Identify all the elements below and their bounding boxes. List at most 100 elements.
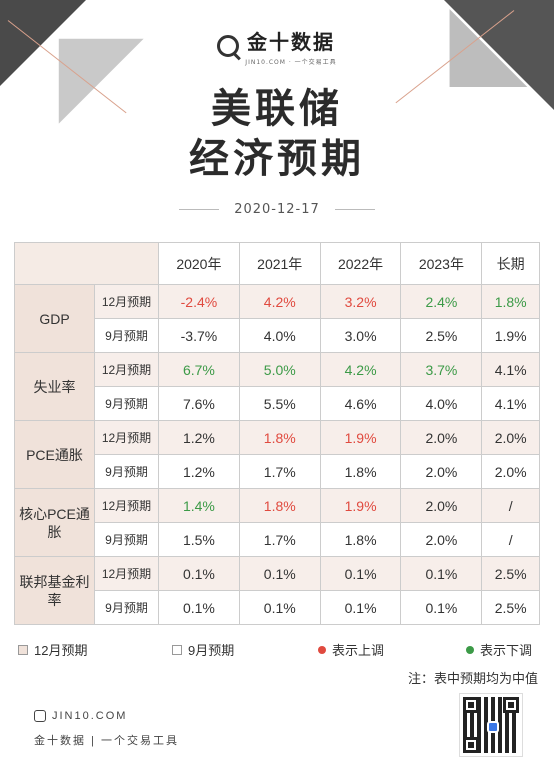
logo-subtitle: JIN10.COM · 一个交易工具 xyxy=(245,59,337,66)
row-label: 9月预期 xyxy=(94,318,159,353)
table-cell: 2.0% xyxy=(400,420,483,455)
table-cell: 0.1% xyxy=(238,590,321,625)
table-row: 9月预期 1.2% 1.7% 1.8% 2.0% 2.0% xyxy=(15,454,540,489)
table-cell: 3.7% xyxy=(400,352,483,387)
corner-decoration-top-left xyxy=(0,0,86,86)
row-label: 12月预期 xyxy=(94,420,159,455)
table-cell: 0.1% xyxy=(238,556,321,591)
table-cell: 0.1% xyxy=(158,590,240,625)
footnote: 注：表中预期均为中值 xyxy=(407,671,538,686)
table-cell: / xyxy=(481,488,540,523)
red-dot-icon xyxy=(318,645,326,654)
row-category: 核心PCE通胀 xyxy=(14,488,95,557)
date-divider-left xyxy=(179,209,220,210)
table-row: 联邦基金利率 12月预期 0.1% 0.1% 0.1% 0.1% 2.5% xyxy=(14,556,540,625)
table-cell: 0.1% xyxy=(400,590,483,625)
legend-item-down: 表示下调 xyxy=(466,640,532,659)
legend-item-dec: 12月预期 xyxy=(18,640,87,659)
column-header: 2023年 xyxy=(400,242,483,285)
legend-label-down: 表示下调 xyxy=(480,643,533,658)
table-cell: 2.5% xyxy=(400,318,483,353)
table-cell: 1.8% xyxy=(481,284,540,319)
header: 金十数据 JIN10.COM · 一个交易工具 xyxy=(0,26,554,66)
column-header: 长期 xyxy=(481,242,540,285)
table-body: GDP 12月预期 -2.4% 4.2% 3.2% 2.4% 1.8% 9月预期… xyxy=(14,284,540,625)
corner-decoration-top-right xyxy=(444,0,554,110)
table-cell: -2.4% xyxy=(158,284,240,319)
row-label: 12月预期 xyxy=(94,352,159,387)
column-header: 2022年 xyxy=(319,242,402,285)
row-label: 9月预期 xyxy=(94,590,159,625)
row-label: 12月预期 xyxy=(94,556,159,591)
row-label: 9月预期 xyxy=(94,522,159,557)
logo-text: 金十数据 xyxy=(246,30,335,54)
table-row: PCE通胀 12月预期 1.2% 1.8% 1.9% 2.0% 2.0% xyxy=(14,420,540,489)
table-cell: 1.7% xyxy=(238,522,321,557)
table-cell: 6.7% xyxy=(158,352,240,387)
date-row: 2020-12-17 xyxy=(0,202,554,217)
table-row: 9月预期 1.5% 1.7% 1.8% 2.0% / xyxy=(15,522,540,557)
table-cell: -3.7% xyxy=(158,318,240,353)
table-cell: 3.0% xyxy=(319,318,402,353)
table-cell: 2.5% xyxy=(481,556,540,591)
table-cell: 2.0% xyxy=(481,454,540,489)
legend-label-sep: 9月预期 xyxy=(188,643,235,658)
legend-item-sep: 9月预期 xyxy=(172,640,234,659)
table-cell: 7.6% xyxy=(158,386,240,421)
table-cell: 4.0% xyxy=(238,318,321,353)
table-cell: 1.4% xyxy=(158,488,240,523)
row-label: 9月预期 xyxy=(94,454,159,489)
logo-icon xyxy=(217,35,240,57)
table-cell: 5.5% xyxy=(238,386,321,421)
table-cell: 1.8% xyxy=(238,488,321,523)
row-label: 9月预期 xyxy=(94,386,159,421)
table-cell: 4.2% xyxy=(319,352,402,387)
qr-eye xyxy=(463,697,479,713)
legend-swatch-dec xyxy=(18,644,28,655)
table-cell: 1.9% xyxy=(319,420,402,455)
table-cell: 4.6% xyxy=(319,386,402,421)
qr-eye xyxy=(463,737,479,753)
site-icon xyxy=(34,710,46,722)
footer-brand: JIN10.COM 金十数据 | 一个交易工具 xyxy=(34,710,179,748)
logo: 金十数据 JIN10.COM · 一个交易工具 xyxy=(217,26,336,66)
forecast-table: 2020年 2021年 2022年 2023年 长期 GDP 12月预期 -2.… xyxy=(14,242,540,625)
row-category: 联邦基金利率 xyxy=(14,556,95,625)
table-row: 核心PCE通胀 12月预期 1.4% 1.8% 1.9% 2.0% / xyxy=(14,488,540,557)
row-category: PCE通胀 xyxy=(14,420,95,489)
table-row: 9月预期 7.6% 5.5% 4.6% 4.0% 4.1% xyxy=(15,386,540,421)
table-cell: 2.0% xyxy=(400,454,483,489)
green-dot-icon xyxy=(466,645,474,654)
table-cell: 2.0% xyxy=(481,420,540,455)
forecast-table-wrapper: 2020年 2021年 2022年 2023年 长期 GDP 12月预期 -2.… xyxy=(14,242,540,625)
table-cell: 0.1% xyxy=(400,556,483,591)
table-cell: 0.1% xyxy=(319,590,402,625)
table-cell: 0.1% xyxy=(158,556,240,591)
row-category: GDP xyxy=(14,284,95,353)
legend-swatch-sep xyxy=(172,644,182,655)
table-cell: / xyxy=(481,522,540,557)
legend-item-up: 表示上调 xyxy=(318,640,384,659)
table-cell: 1.9% xyxy=(319,488,402,523)
row-category: 失业率 xyxy=(14,352,95,421)
table-corner xyxy=(14,242,159,285)
table-cell: 1.2% xyxy=(158,454,240,489)
table-cell: 2.4% xyxy=(400,284,483,319)
row-label: 12月预期 xyxy=(94,284,159,319)
table-cell: 1.9% xyxy=(481,318,540,353)
legend-label-dec: 12月预期 xyxy=(34,643,88,658)
table-cell: 1.8% xyxy=(319,454,402,489)
table-cell: 1.7% xyxy=(238,454,321,489)
page-title: 美联储 经济预期 xyxy=(0,84,554,184)
report-date: 2020-12-17 xyxy=(234,202,320,217)
table-cell: 4.0% xyxy=(400,386,483,421)
table-row: 9月预期 -3.7% 4.0% 3.0% 2.5% 1.9% xyxy=(15,318,540,353)
table-row: GDP 12月预期 -2.4% 4.2% 3.2% 2.4% 1.8% xyxy=(14,284,540,353)
footer-site-text: JIN10.COM xyxy=(52,710,128,722)
date-divider-right xyxy=(334,209,375,210)
footer-brand-text: 金十数据 | 一个交易工具 xyxy=(34,735,179,747)
column-header: 2021年 xyxy=(238,242,321,285)
table-cell: 1.8% xyxy=(238,420,321,455)
table-cell: 4.2% xyxy=(238,284,321,319)
table-cell: 1.8% xyxy=(319,522,402,557)
